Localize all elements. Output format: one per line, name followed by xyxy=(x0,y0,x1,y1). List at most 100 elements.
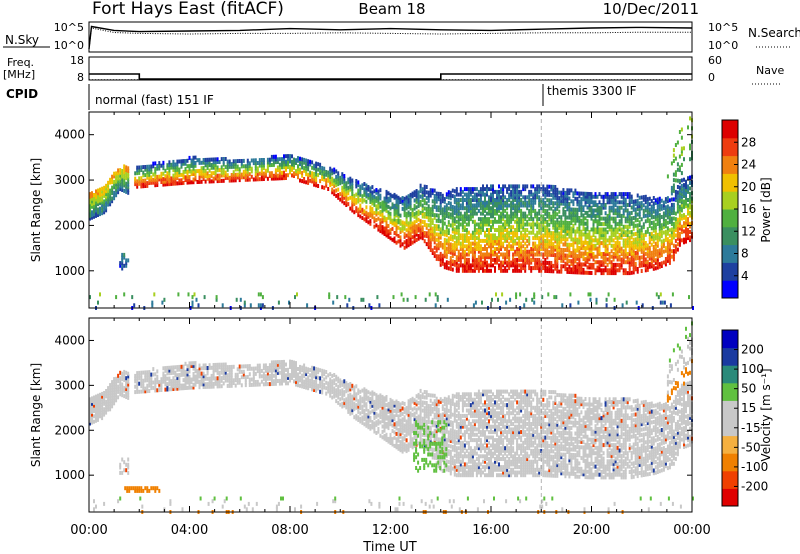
heatmap-cell xyxy=(176,181,179,186)
heatmap-cell xyxy=(574,254,577,258)
heatmap-cell xyxy=(658,237,661,242)
heatmap-cell xyxy=(492,249,494,254)
heatmap-cell xyxy=(560,264,563,269)
heatmap-cell xyxy=(437,224,440,229)
heatmap-cell xyxy=(622,257,625,262)
heatmap-cell xyxy=(154,177,157,182)
heatmap-cell xyxy=(552,187,555,192)
heatmap-cell xyxy=(415,191,418,196)
heatmap-cell xyxy=(530,266,533,271)
heatmap-cell xyxy=(554,236,557,241)
heatmap-cell xyxy=(522,249,525,254)
heatmap-cell xyxy=(512,198,515,202)
heatmap-cell xyxy=(93,201,95,206)
heatmap-cell xyxy=(540,214,543,219)
heatmap-cell xyxy=(572,270,575,275)
heatmap-cell xyxy=(473,233,476,238)
heatmap-cell xyxy=(216,370,219,375)
heatmap-cell xyxy=(580,265,583,270)
heatmap-cell xyxy=(439,227,442,232)
heatmap-cell xyxy=(642,211,645,216)
heatmap-cell xyxy=(634,253,637,258)
heatmap-cell xyxy=(676,204,679,209)
heatmap-cell xyxy=(469,187,472,192)
heatmap-cell xyxy=(216,362,219,367)
heatmap-cell xyxy=(433,245,436,250)
heatmap-cell xyxy=(379,220,382,225)
heatmap-cell xyxy=(427,215,430,220)
heatmap-cell xyxy=(473,238,476,243)
heatmap-cell xyxy=(600,233,603,237)
heatmap-cell xyxy=(628,257,631,262)
heatmap-cell xyxy=(259,303,262,308)
heatmap-cell xyxy=(510,247,513,251)
heatmap-cell xyxy=(612,203,615,207)
heatmap-cell xyxy=(685,234,687,239)
heatmap-cell xyxy=(610,216,613,221)
heatmap-cell xyxy=(678,196,681,201)
heatmap-cell xyxy=(508,266,511,271)
heatmap-cell xyxy=(375,218,378,222)
heatmap-cell xyxy=(111,180,114,185)
heatmap-cell xyxy=(105,186,108,191)
heatmap-cell xyxy=(524,187,527,192)
heatmap-cell xyxy=(212,368,215,373)
heatmap-cell xyxy=(564,253,567,258)
heatmap-cell xyxy=(484,230,486,235)
heatmap-cell xyxy=(510,184,513,189)
heatmap-cell xyxy=(266,165,269,170)
heatmap-cell xyxy=(200,171,203,176)
heatmap-cell xyxy=(266,160,269,165)
heatmap-cell xyxy=(188,366,191,371)
heatmap-cell xyxy=(596,194,599,199)
heatmap-cell xyxy=(371,193,374,198)
heatmap-cell xyxy=(504,195,507,200)
heatmap-cell xyxy=(508,219,511,224)
heatmap-cell xyxy=(492,252,494,257)
heatmap-cell xyxy=(105,202,108,207)
heatmap-cell xyxy=(670,222,673,226)
heatmap-cell xyxy=(584,270,587,275)
heatmap-cell xyxy=(161,300,164,305)
heatmap-cell xyxy=(568,210,571,215)
heatmap-cell xyxy=(389,198,392,203)
heatmap-cell xyxy=(232,175,235,180)
heatmap-cell xyxy=(528,189,531,194)
heatmap-cell xyxy=(236,167,239,172)
heatmap-cell xyxy=(148,370,151,375)
heatmap-cell xyxy=(632,216,635,220)
heatmap-cell xyxy=(580,213,583,218)
heatmap-cell xyxy=(307,175,310,180)
heatmap-cell xyxy=(429,245,432,250)
heatmap-cell xyxy=(548,263,551,268)
heatmap-cell xyxy=(236,175,239,180)
heatmap-cell xyxy=(632,224,635,229)
heatmap-cell xyxy=(606,200,609,205)
heatmap-cell xyxy=(680,171,683,176)
heatmap-cell xyxy=(634,202,637,206)
heatmap-cell xyxy=(174,162,177,167)
heatmap-cell xyxy=(297,158,299,163)
heatmap-cell xyxy=(443,213,446,218)
heatmap-cell xyxy=(168,368,171,373)
heatmap-cell xyxy=(528,255,531,260)
heatmap-cell xyxy=(455,257,458,262)
heatmap-cell xyxy=(375,212,378,217)
heatmap-cell xyxy=(533,292,536,297)
heatmap-cell xyxy=(198,371,201,376)
heatmap-cell xyxy=(256,382,259,387)
heatmap-cell xyxy=(421,233,424,238)
heatmap-cell xyxy=(216,365,219,370)
heatmap-cell xyxy=(315,177,318,182)
heatmap-cell xyxy=(672,221,675,226)
heatmap-cell xyxy=(216,376,219,381)
heatmap-cell xyxy=(554,201,557,206)
heatmap-cell xyxy=(604,222,607,227)
heatmap-cell xyxy=(526,195,529,200)
heatmap-cell xyxy=(455,225,458,230)
heatmap-cell xyxy=(590,243,593,248)
heatmap-cell xyxy=(336,295,339,300)
heatmap-cell xyxy=(479,230,482,235)
heatmap-cell xyxy=(479,249,482,254)
heatmap-cell xyxy=(510,244,513,249)
